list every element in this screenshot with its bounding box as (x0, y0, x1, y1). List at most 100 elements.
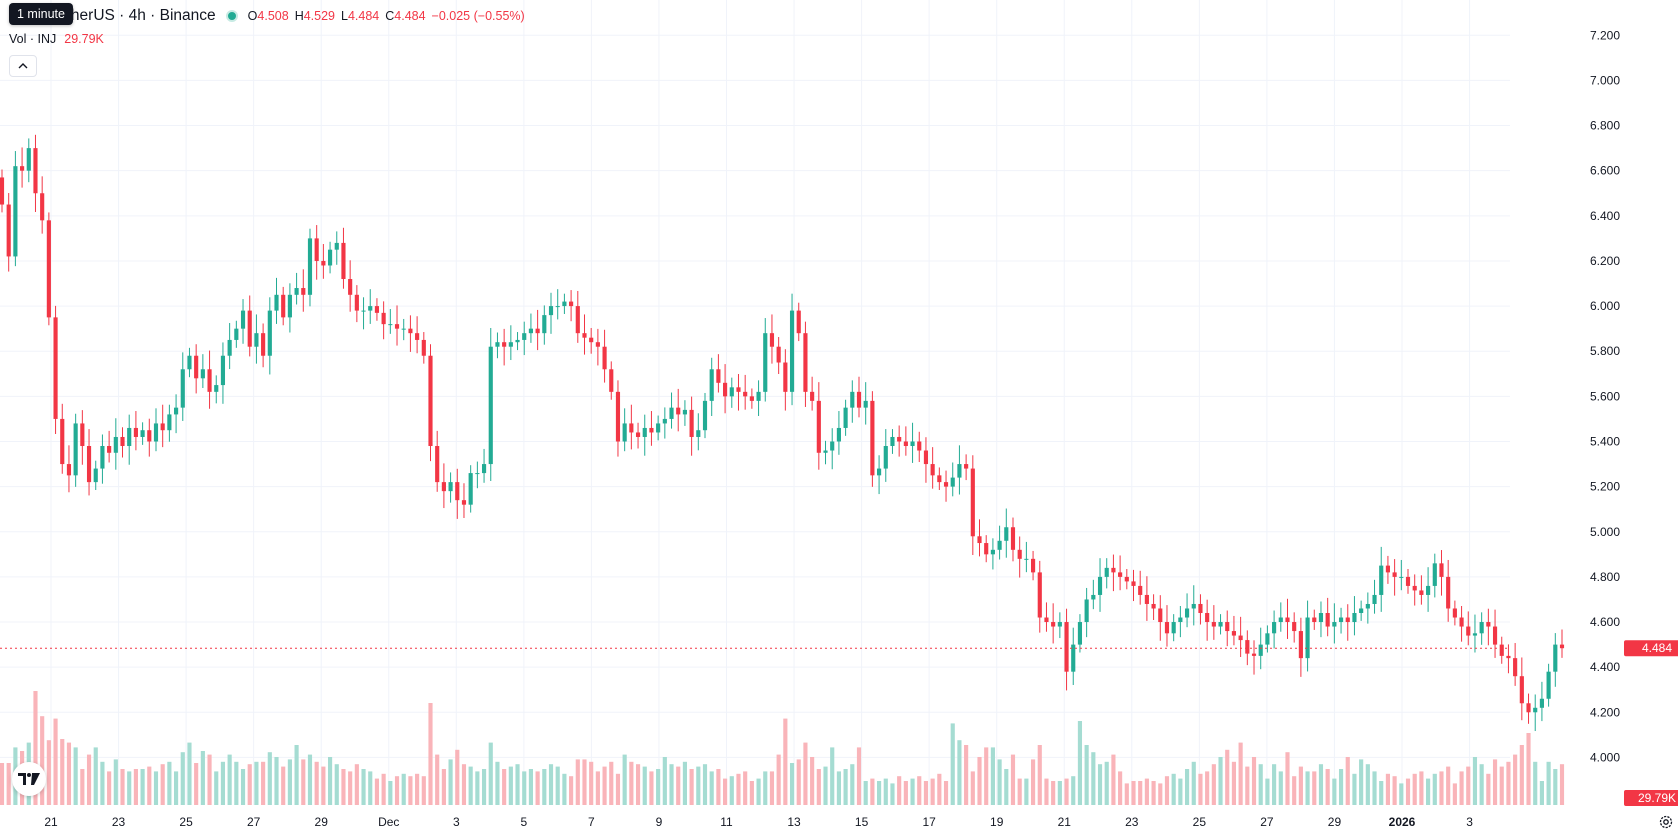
volume-bar (415, 773, 420, 805)
volume-bar (977, 757, 982, 805)
volume-bar (46, 740, 51, 805)
settings-gear-icon[interactable] (1658, 814, 1674, 830)
high-value: 4.529 (303, 9, 335, 23)
candle-body (1492, 626, 1498, 645)
candle-body (66, 464, 72, 476)
candle-body (100, 446, 105, 469)
volume-bar (1111, 754, 1116, 805)
volume-bar (763, 771, 768, 805)
candle-body (615, 391, 621, 442)
candle-body (542, 315, 547, 334)
volume-bar (1519, 745, 1524, 805)
collapse-legend-button[interactable] (9, 55, 37, 77)
candle-body (1466, 626, 1471, 636)
volume-bar (1225, 749, 1230, 805)
symbol-legend: etherUS · 4h · Binance O 4.508 H 4.529 L… (8, 6, 531, 26)
candle-body (508, 342, 513, 347)
candle-body (1412, 585, 1417, 591)
candle-body (374, 306, 380, 313)
candle-body (1372, 594, 1377, 604)
tradingview-logo[interactable] (12, 762, 46, 796)
candle-body (180, 369, 185, 408)
candle-body (810, 391, 815, 401)
candle-body (1446, 576, 1451, 609)
candle-body (669, 407, 674, 419)
volume-bar (1392, 776, 1397, 805)
volume-bar (107, 771, 112, 805)
volume-bar (334, 764, 339, 805)
volume-bar (548, 764, 554, 805)
candle-body (1158, 608, 1163, 623)
volume-bar (528, 769, 534, 805)
candle-body (528, 328, 534, 334)
volume-bar (702, 764, 708, 805)
candle-body (883, 446, 888, 469)
candle-body (1278, 617, 1283, 623)
candle-body (823, 450, 828, 453)
candle-body (93, 468, 98, 483)
volume-bar (890, 783, 895, 805)
volume-bar (133, 769, 138, 805)
candle-body (455, 482, 460, 501)
low-value: 4.484 (347, 9, 380, 23)
candle-body (1091, 594, 1096, 600)
volume-bar (569, 776, 574, 805)
volume-bar (609, 761, 614, 805)
volume-bar (120, 769, 125, 805)
candle-body (1419, 590, 1424, 595)
volume-bar (1399, 783, 1404, 805)
candle-body (321, 260, 326, 266)
candle-body (997, 540, 1002, 550)
volume-bar (1492, 759, 1498, 805)
volume-bar (776, 754, 781, 805)
candle-body (488, 346, 493, 465)
volume-bar (950, 723, 955, 805)
candle-body (73, 423, 78, 476)
time-tick-label: 29 (315, 815, 329, 829)
volume-bar (723, 778, 728, 805)
volume-bar (1305, 771, 1310, 805)
volume-bar (127, 771, 132, 805)
time-tick-label: 9 (656, 815, 663, 829)
volume-bar (843, 769, 848, 805)
close-value: 4.484 (394, 9, 426, 23)
candle-body (535, 328, 540, 334)
candle-body (903, 441, 908, 447)
volume-bar (1251, 757, 1257, 805)
volume-bar (435, 754, 440, 805)
candle-body (1365, 603, 1370, 609)
volume-bar (622, 754, 627, 805)
volume-bar (495, 761, 500, 805)
symbol-title[interactable]: etherUS · 4h · Binance (58, 7, 216, 24)
candle-body (214, 385, 219, 392)
volume-bar (823, 766, 828, 805)
candle-body (1392, 572, 1397, 577)
candle-body (1553, 644, 1558, 672)
volume-bar (1459, 771, 1464, 805)
candle-body (1345, 617, 1350, 623)
price-tick-label: 5.200 (1590, 480, 1620, 494)
time-axis: 21 23 25 27 29 Dec 3 5 7 9 11 13 15 17 19 21 23 25 27 29 202… (44, 815, 1473, 829)
candle-body (220, 355, 226, 386)
market-status-icon[interactable] (225, 10, 238, 22)
candle-body (1097, 576, 1103, 595)
volume-bar (455, 749, 460, 805)
volume-bar (863, 781, 868, 805)
volume-bar (1452, 783, 1457, 805)
volume-bar (575, 759, 580, 805)
volume-bar (1272, 764, 1277, 805)
volume-bar (374, 778, 380, 805)
price-tick-label: 7.200 (1590, 28, 1620, 42)
candle-body (575, 306, 580, 334)
volume-bar (1325, 769, 1330, 805)
candle-body (796, 310, 801, 334)
candle-body (1385, 565, 1390, 573)
volume-bar (468, 766, 473, 805)
candle-body (1285, 617, 1290, 623)
candle-body (562, 301, 567, 307)
volume-bar (910, 778, 915, 805)
candle-body (174, 407, 179, 415)
volume-bar (1097, 764, 1103, 805)
candle-body (1044, 617, 1049, 623)
